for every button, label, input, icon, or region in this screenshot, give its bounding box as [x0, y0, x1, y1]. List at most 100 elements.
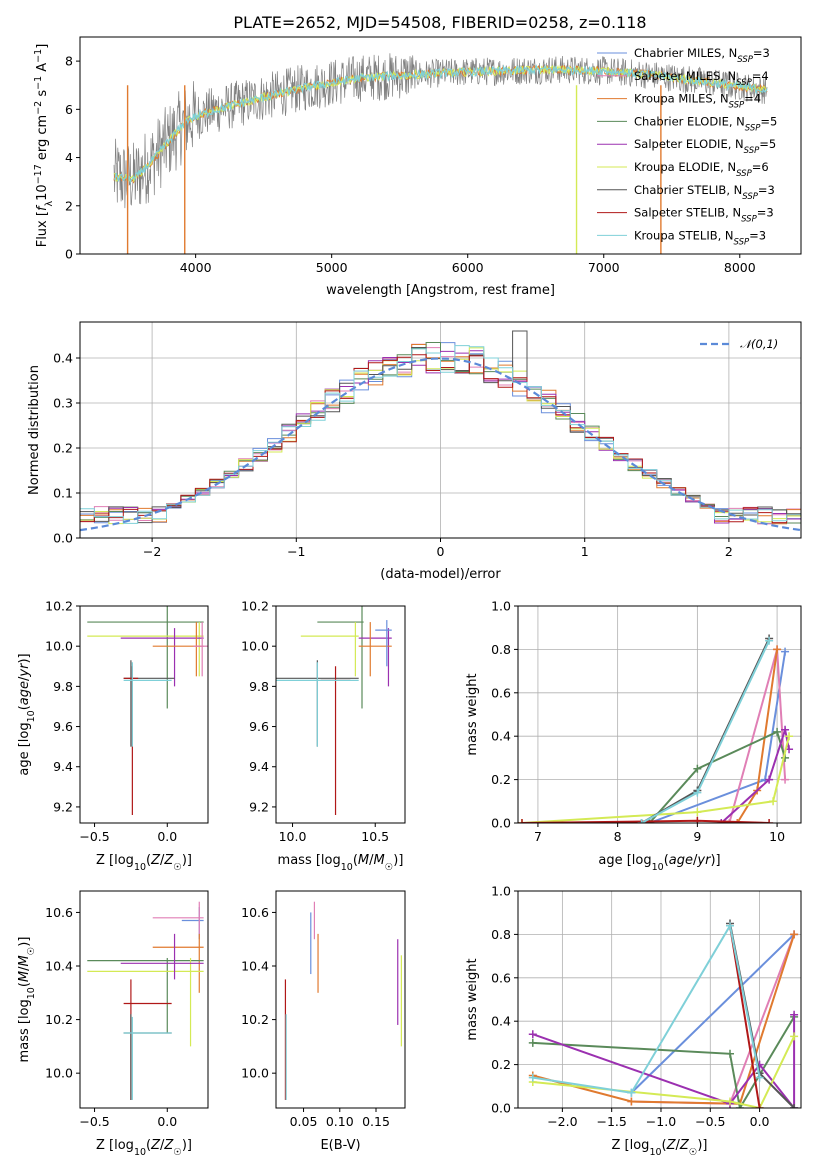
x-axis-label: mass [log10(M/M☉)]	[278, 853, 404, 873]
x-tick-label: −1.5	[596, 1114, 626, 1129]
y-tick-label: 9.4	[249, 759, 269, 774]
y-tick-label: 10.6	[45, 905, 73, 920]
errorbar-point	[123, 1014, 172, 1100]
y-tick-label: 0.0	[491, 816, 511, 831]
y-tick-label: 10.6	[241, 905, 269, 920]
y-tick-label: 0.4	[491, 1014, 511, 1029]
weight-marker	[627, 1097, 636, 1106]
weight-marker	[693, 808, 702, 817]
y-tick-label: 10.2	[45, 599, 73, 614]
y-tick-label: 0.4	[53, 351, 73, 366]
x-tick-label: 0.05	[290, 1114, 318, 1129]
weight-marker	[733, 819, 742, 823]
x-tick-label: 0.0	[157, 829, 177, 844]
y-tick-label: 0	[65, 247, 73, 262]
weight-marker	[755, 1073, 764, 1082]
spectrum-model-line	[113, 64, 768, 184]
panel-spectrum: 4000 5000 6000 7000 8000 0 2 4 6 8 Chabrier MILES,…	[33, 36, 802, 298]
y-tick-label: 10.0	[45, 639, 73, 654]
plot-area	[80, 330, 801, 532]
y-tick-label: 10.2	[241, 599, 269, 614]
errorbar-point	[375, 620, 392, 667]
y-tick-label: 0.6	[491, 970, 511, 985]
x-tick-label: 10.0	[279, 829, 307, 844]
weight-marker	[790, 1104, 799, 1108]
errorbar-point	[120, 933, 204, 980]
weight-marker	[627, 1088, 636, 1097]
weight-marker	[518, 819, 526, 823]
weight-marker	[645, 819, 654, 823]
x-tick-label: 1	[581, 544, 589, 559]
x-tick-label: 0	[437, 544, 445, 559]
x-tick-label: 9	[693, 829, 701, 844]
weight-marker	[528, 1038, 537, 1047]
panel-mass_vs_Z: −0.5 0.0 10.0 10.2 10.4 10.6 Z [log10(Z/Z☉)] ma…	[17, 890, 209, 1158]
legend-label: Salpeter MILES, NSSP=4	[634, 69, 769, 88]
weight-series	[532, 934, 796, 1105]
weight-marker	[726, 921, 735, 930]
y-tick-label: 0.2	[491, 772, 511, 787]
panel-mass_weight_vs_age: 7 8 9 10 0.0 0.2 0.4 0.6 0.8 1.0 age [log10(age/yr…	[465, 599, 802, 873]
y-tick-label: 9.2	[53, 799, 73, 814]
x-axis-label: Z [log10(Z/Z☉)]	[96, 1138, 192, 1158]
x-axis-label: (data-model)/error	[380, 567, 501, 582]
x-tick-label: −2.0	[547, 1114, 577, 1129]
y-tick-label: 1.0	[491, 599, 511, 614]
normal-curve	[80, 357, 801, 532]
plot-area	[528, 919, 799, 1108]
weight-marker	[765, 636, 774, 645]
plot-area	[87, 901, 204, 1100]
errorbar-point	[87, 622, 204, 677]
weight-marker	[725, 819, 734, 823]
y-tick-label: 10.4	[45, 959, 73, 974]
x-axis-label: wavelength [Angstrom, rest frame]	[326, 283, 555, 298]
x-tick-label: 0.0	[750, 1114, 770, 1129]
legend-label: Kroupa MILES, NSSP=4	[634, 92, 761, 111]
plot-area	[276, 606, 392, 815]
weight-series	[641, 638, 771, 823]
y-axis-label: age [log10(age/yr)]	[17, 653, 37, 775]
weight-series	[630, 933, 795, 1094]
x-tick-label: 10	[769, 829, 785, 844]
x-tick-label: 4000	[180, 260, 212, 275]
legend-label: Chabrier STELIB, NSSP=3	[634, 183, 775, 202]
x-tick-label: 7	[534, 829, 542, 844]
y-tick-label: 1.0	[491, 884, 511, 899]
weight-marker	[717, 819, 726, 823]
weight-series	[521, 735, 790, 823]
y-tick-label: 0.2	[491, 1057, 511, 1072]
weight-marker	[726, 1097, 735, 1106]
plot-area	[87, 606, 208, 815]
y-tick-label: 9.8	[249, 679, 269, 694]
axes-frame	[79, 605, 209, 824]
x-tick-label: 0.10	[326, 1114, 354, 1129]
y-axis-label: Normed distribution	[27, 365, 42, 495]
y-tick-label: 10.4	[241, 959, 269, 974]
errorbar-point	[152, 901, 204, 934]
panel-mass_vs_ebv: 0.05 0.10 0.15 10.0 10.2 10.4 10.6 E(B-V)	[241, 890, 406, 1153]
y-tick-label: 8	[65, 54, 73, 69]
weight-marker	[637, 819, 646, 823]
weight-marker	[773, 727, 782, 736]
weight-marker	[790, 1010, 799, 1019]
spectrum-legend: Chabrier MILES, NSSP=3 Salpeter MILES, NS…	[597, 46, 777, 247]
y-tick-label: 9.2	[249, 799, 269, 814]
weight-marker	[781, 775, 790, 784]
y-axis-label: Flux [fλ10−17 erg cm−2 s−1 A−1]	[33, 44, 55, 248]
axes-frame	[275, 605, 406, 824]
weight-marker	[781, 647, 790, 656]
y-axis-label: mass weight	[465, 958, 480, 1040]
y-tick-label: 9.4	[53, 759, 73, 774]
legend-label: Chabrier ELODIE, NSSP=5	[634, 114, 777, 133]
errorbar-point	[193, 622, 208, 677]
panel-age_vs_Z: −0.5 0.0 9.2 9.4 9.6 9.8 10.0 10.2 Z [log10(Z/Z☉…	[17, 599, 209, 873]
axes-frame	[79, 36, 802, 255]
weight-marker	[735, 1104, 744, 1108]
axes-frame	[79, 890, 209, 1109]
panel-residual_hist: −2 −1 0 1 2 0.0 0.1 0.2 0.3 0.4 𝒩(0,1) (data-model)…	[27, 321, 802, 582]
weight-marker	[781, 725, 790, 734]
errorbar-point	[181, 907, 204, 940]
y-tick-label: 10.0	[241, 1066, 269, 1081]
errorbar-point	[320, 666, 351, 815]
